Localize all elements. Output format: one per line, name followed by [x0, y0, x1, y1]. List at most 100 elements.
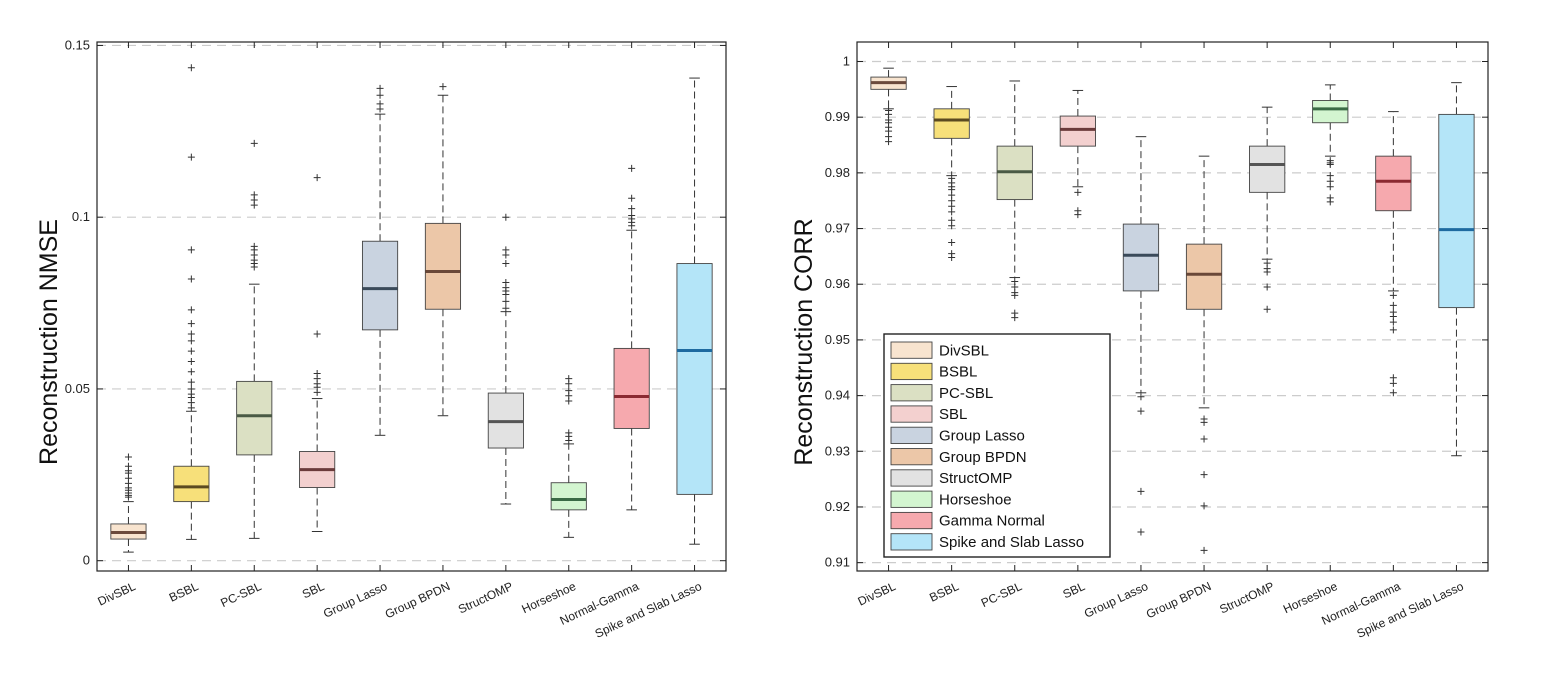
box-iqr [424, 222, 462, 310]
legend-entry-label: Spike and Slab Lasso [939, 534, 1084, 551]
outlier-marker [376, 91, 384, 99]
x-tick-label: Spike and Slab Lasso [1355, 579, 1466, 641]
outlier-marker [1326, 183, 1334, 191]
outlier-marker [124, 462, 132, 470]
outlier-marker [1263, 305, 1271, 313]
outlier-marker [1326, 161, 1334, 169]
y-tick-label: 0.91 [825, 555, 850, 570]
outlier-marker [439, 83, 447, 91]
legend-swatch [890, 511, 933, 530]
y-axis-label: Reconstruction CORR [790, 218, 818, 465]
x-tick-label: PC-SBL [979, 579, 1024, 610]
y-tick-label: 0.05 [65, 381, 90, 396]
box-sbl [299, 174, 336, 532]
outlier-marker [628, 164, 636, 172]
outlier-marker [187, 306, 195, 314]
x-tick-label: SBL [300, 579, 327, 601]
legend-entry-label: PC-SBL [939, 385, 993, 402]
y-tick-label: 0.92 [825, 499, 850, 514]
x-tick-label: Group BPDN [383, 579, 452, 621]
outlier-marker [124, 453, 132, 461]
outlier-marker [948, 253, 956, 261]
box-sbl [1059, 89, 1096, 219]
outlier-marker [250, 191, 258, 199]
outlier-marker [187, 337, 195, 345]
outlier-marker [948, 222, 956, 230]
outlier-marker [1200, 435, 1208, 443]
outlier-marker [187, 153, 195, 161]
outlier-marker [502, 304, 510, 312]
box-iqr [173, 465, 210, 503]
box-group-lasso [1122, 136, 1160, 536]
legend-entry-label: Horseshoe [939, 491, 1012, 508]
x-tick-label: SBL [1061, 579, 1088, 601]
y-tick-label: 0.93 [825, 443, 850, 458]
box-normal-gamma [1375, 111, 1412, 397]
outlier-marker [1074, 188, 1082, 196]
outlier-marker [313, 174, 321, 182]
box-iqr [361, 240, 399, 331]
outlier-marker [1263, 283, 1271, 291]
outlier-marker [1389, 389, 1397, 397]
outlier-marker [1326, 198, 1334, 206]
outlier-marker [250, 139, 258, 147]
outlier-marker [565, 387, 573, 395]
x-tick-label: DivSBL [96, 579, 138, 609]
legend-swatch [890, 448, 933, 466]
outlier-marker [376, 84, 384, 92]
x-tick-label: Group Lasso [321, 579, 389, 621]
x-tick-label: StructOMP [1217, 579, 1276, 616]
outlier-marker [1074, 211, 1082, 219]
y-tick-label: 0.94 [825, 388, 850, 403]
box-iqr [676, 263, 713, 495]
outlier-marker [1389, 291, 1397, 299]
outlier-marker [1200, 546, 1208, 554]
box-divsbl [870, 67, 907, 146]
outlier-marker [502, 213, 510, 221]
outlier-marker [187, 347, 195, 355]
y-tick-label: 1 [843, 53, 850, 68]
y-tick-label: 0.96 [825, 276, 850, 291]
box-iqr [1375, 155, 1412, 212]
box-spike-and-slab-lasso [1438, 82, 1475, 457]
legend-swatch [890, 341, 933, 359]
x-tick-label: Spike and Slab Lasso [593, 579, 704, 641]
box-iqr [1059, 115, 1096, 147]
box-group-bpdn [1185, 155, 1223, 554]
outlier-marker [1389, 379, 1397, 387]
outlier-marker [313, 330, 321, 338]
outlier-marker [502, 246, 510, 254]
outlier-marker [187, 385, 195, 393]
outlier-marker [187, 330, 195, 338]
box-iqr [933, 108, 970, 139]
box-iqr [1122, 223, 1160, 292]
box-normal-gamma [613, 164, 650, 511]
box-structomp [487, 213, 524, 505]
x-tick-label: DivSBL [856, 579, 898, 609]
y-tick-label: 0.99 [825, 109, 850, 124]
box-iqr [1438, 113, 1475, 309]
outlier-marker [187, 378, 195, 386]
outlier-marker [1137, 393, 1145, 401]
legend-entry-label: StructOMP [939, 470, 1012, 487]
box-iqr [1312, 100, 1349, 124]
box-iqr [550, 482, 587, 511]
x-tick-label: Group BPDN [1144, 579, 1213, 621]
outlier-marker [187, 64, 195, 72]
outlier-marker [1137, 407, 1145, 415]
legend-entry-label: SBL [939, 406, 967, 423]
x-tick-label: StructOMP [456, 579, 515, 616]
box-horseshoe [550, 375, 587, 538]
box-bsbl [173, 64, 210, 540]
box-spike-and-slab-lasso [676, 77, 713, 545]
y-tick-label: 0.15 [65, 37, 90, 52]
x-tick-label: PC-SBL [218, 579, 263, 610]
legend-entry-label: Group BPDN [939, 449, 1027, 466]
outlier-marker [1200, 471, 1208, 479]
box-group-bpdn [424, 83, 462, 417]
outlier-marker [250, 242, 258, 250]
outlier-marker [628, 205, 636, 213]
y-tick-label: 0 [83, 553, 90, 568]
